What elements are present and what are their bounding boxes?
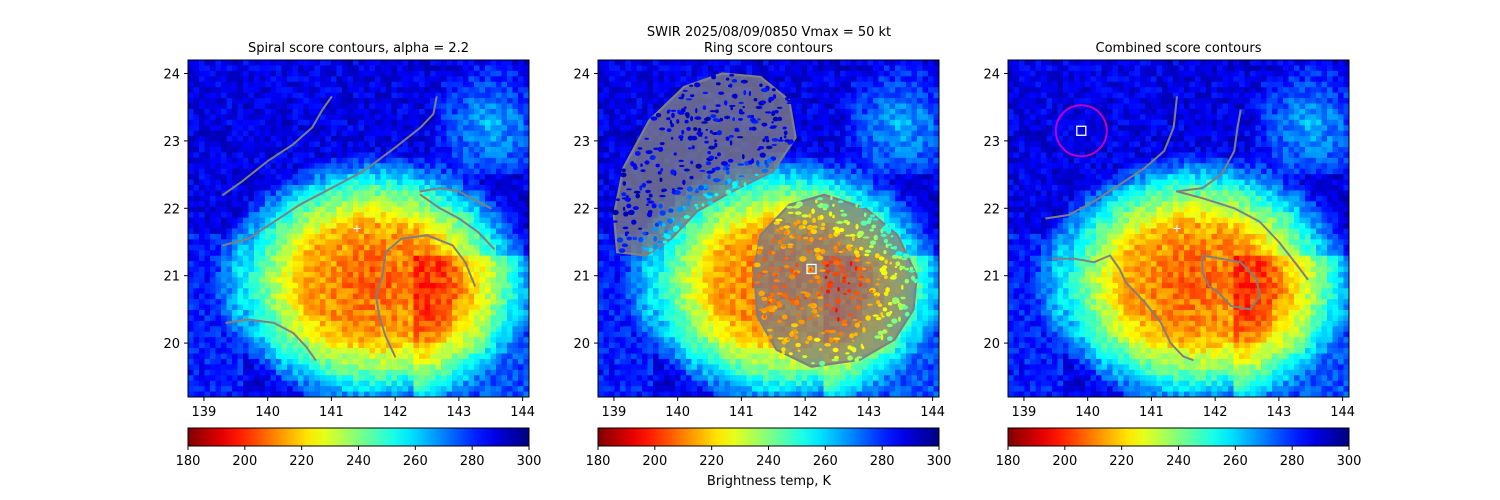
score-contour-line <box>1201 254 1261 311</box>
score-contour-line <box>419 187 492 210</box>
colorbar-tick-label: 200 <box>232 454 257 469</box>
y-tick-label: 20 <box>983 337 1000 352</box>
colorbar-tick-label: 260 <box>403 454 428 469</box>
y-tick-label: 23 <box>163 135 180 150</box>
colorbar-tick-label: 280 <box>870 454 895 469</box>
center-cross-marker <box>1173 225 1181 232</box>
y-tick-label: 20 <box>163 337 180 352</box>
x-tick-label: 142 <box>793 405 818 420</box>
y-tick-label: 22 <box>573 202 590 217</box>
colorbar-tick-label: 220 <box>699 454 724 469</box>
y-tick-label: 24 <box>163 67 180 82</box>
panel-title: Ring score contours <box>704 41 833 56</box>
y-tick-label: 21 <box>163 270 180 285</box>
colorbar <box>187 427 530 447</box>
center-cross-marker <box>353 225 361 232</box>
y-tick-label: 24 <box>573 67 590 82</box>
y-tick-label: 22 <box>983 202 1000 217</box>
panel-1: Spiral score contours, alpha = 2.2 139 140… <box>163 41 541 469</box>
x-tick-label: 144 <box>1330 405 1355 420</box>
axes-frame <box>597 59 940 398</box>
search-circle-marker <box>1054 104 1108 158</box>
score-contour-line <box>419 193 495 250</box>
colorbar-tick-label: 180 <box>176 454 201 469</box>
x-tick-label: 144 <box>510 405 535 420</box>
x-tick-label: 143 <box>856 405 881 420</box>
colorbar-tick-label: 220 <box>1109 454 1134 469</box>
colorbar-tick-label: 240 <box>346 454 371 469</box>
ring-score-region <box>753 193 919 368</box>
x-tick-label: 141 <box>1139 405 1164 420</box>
score-contour-line <box>222 96 333 196</box>
x-tick-label: 143 <box>1266 405 1291 420</box>
colorbar-tick-label: 200 <box>1052 454 1077 469</box>
panel-title: Combined score contours <box>1096 41 1262 56</box>
ring-score-region <box>611 72 797 257</box>
score-contour-line <box>1175 190 1309 281</box>
colorbar-tick-label: 280 <box>1280 454 1305 469</box>
x-tick-label: 139 <box>602 405 627 420</box>
y-tick-label: 23 <box>983 135 1000 150</box>
colorbar-tick-label: 180 <box>586 454 611 469</box>
brightness-temp-image <box>1008 60 1349 397</box>
y-tick-label: 21 <box>573 270 590 285</box>
y-tick-label: 24 <box>983 67 1000 82</box>
ring-score-fill <box>613 73 796 256</box>
colorbar-tick-label: 200 <box>642 454 667 469</box>
panel-3: Combined score contours 139 140 141 142 143 14… <box>983 41 1361 469</box>
center-square-marker <box>806 263 817 275</box>
colorbar-tick-label: 180 <box>996 454 1021 469</box>
axes-frame <box>187 59 530 398</box>
x-tick-label: 139 <box>192 405 217 420</box>
colorbar-tick-label: 300 <box>927 454 952 469</box>
colorbar-tick-label: 220 <box>289 454 314 469</box>
colorbar-tick-label: 280 <box>460 454 485 469</box>
center-square-marker <box>1076 125 1087 136</box>
x-tick-label: 143 <box>446 405 471 420</box>
x-tick-label: 140 <box>665 405 690 420</box>
colorbar-tick-label: 260 <box>813 454 838 469</box>
colorbar-tick-label: 240 <box>756 454 781 469</box>
score-contour-line <box>225 318 317 361</box>
x-tick-label: 141 <box>729 405 754 420</box>
figure-suptitle: SWIR 2025/08/09/0850 Vmax = 50 kt <box>647 25 891 40</box>
y-tick-label: 21 <box>983 270 1000 285</box>
x-tick-label: 142 <box>383 405 408 420</box>
ring-score-texture <box>611 73 794 254</box>
colorbar-label: Brightness temp, K <box>707 474 832 489</box>
colorbar-tick-label: 240 <box>1166 454 1191 469</box>
x-tick-label: 139 <box>1012 405 1037 420</box>
panel-2: Ring score contours 139 140 141 142 143 144 20 2… <box>573 41 951 469</box>
colorbar-tick-label: 300 <box>1337 454 1362 469</box>
colorbar <box>1007 427 1350 447</box>
y-tick-label: 20 <box>573 337 590 352</box>
x-tick-label: 141 <box>319 405 344 420</box>
ring-score-texture <box>753 195 919 366</box>
score-contour-line <box>1045 96 1178 220</box>
score-contour-line <box>222 96 438 247</box>
panel-title: Spiral score contours, alpha = 2.2 <box>248 41 469 56</box>
axes-frame <box>1007 59 1350 398</box>
y-tick-label: 23 <box>573 135 590 150</box>
y-tick-label: 22 <box>163 202 180 217</box>
x-tick-label: 140 <box>1075 405 1100 420</box>
score-contour-line <box>1051 254 1194 361</box>
x-tick-label: 144 <box>920 405 945 420</box>
brightness-temp-image <box>188 60 529 397</box>
colorbar <box>597 427 940 447</box>
score-contour-line <box>1175 109 1242 193</box>
x-tick-label: 142 <box>1203 405 1228 420</box>
colorbar-tick-label: 300 <box>517 454 542 469</box>
colorbar-tick-label: 260 <box>1223 454 1248 469</box>
x-tick-label: 140 <box>255 405 280 420</box>
score-contour-line <box>375 234 476 358</box>
